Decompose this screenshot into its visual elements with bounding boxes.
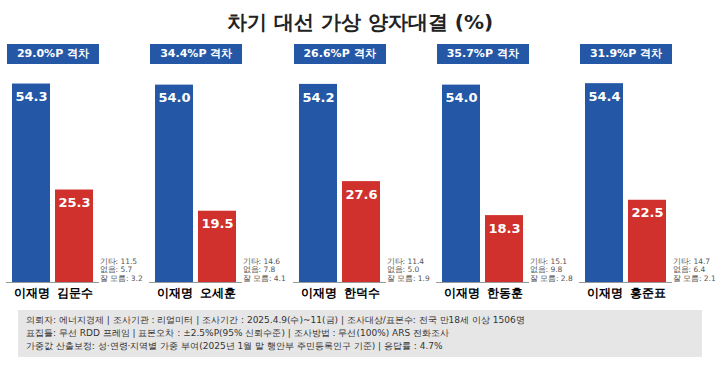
svg-text:김문수: 김문수: [57, 286, 93, 300]
html-text:가중값 산출보정: 성·연령·지역별 가중 부여(2025년: 가중값 산출보정: 성·연령·지역별 가중 부여(2025년 1월 말 행안부 …: [26, 341, 443, 351]
svg-text:19.5: 19.5: [202, 216, 234, 231]
svg-text:54.0: 54.0: [445, 90, 477, 105]
html-text:29.0%P 격차: 29.0%P 격차: [17, 47, 89, 60]
svg-text:54.2: 54.2: [302, 90, 334, 105]
html-text:차기 대선 가상 양자대결 (%): 차기 대선 가상 양자대결 (%): [226, 10, 494, 34]
svg-text:오세훈: 오세훈: [200, 286, 236, 300]
svg-text:54.3: 54.3: [15, 89, 47, 104]
svg-text:한동훈: 한동훈: [486, 286, 522, 300]
html-text:의뢰자: 에너지경제 | 조사기관 : 리얼미터 | 조사기: 의뢰자: 에너지경제 | 조사기관 : 리얼미터 | 조사기간 : 2025.4…: [26, 315, 525, 325]
svg-text:홍준표: 홍준표: [630, 286, 666, 300]
svg-text:이재명: 이재명: [157, 286, 193, 300]
html-text:35.7%P 격차: 35.7%P 격차: [446, 47, 519, 60]
svg-text:이재명: 이재명: [300, 286, 336, 300]
svg-text:27.6: 27.6: [345, 187, 377, 202]
svg-text:기타: 11.5없음: 5.7잘 모름: 3.2: 기타: 11.5없음: 5.7잘 모름: 3.2: [100, 257, 143, 283]
svg-text:이재명: 이재명: [14, 286, 50, 300]
svg-text:54.0: 54.0: [159, 90, 191, 105]
svg-text:22.5: 22.5: [631, 205, 663, 220]
svg-text:기타: 14.7없음: 6.4잘 모름: 2.1: 기타: 14.7없음: 6.4잘 모름: 2.1: [673, 257, 716, 283]
svg-text:이재명: 이재명: [443, 286, 479, 300]
svg-text:한덕수: 한덕수: [343, 286, 379, 300]
html-text:31.9%P 격차: 31.9%P 격차: [590, 47, 662, 60]
html-text:26.6%P 격차: 26.6%P 격차: [303, 47, 376, 60]
svg-text:기타: 11.4없음: 5.0잘 모름: 1.9: 기타: 11.4없음: 5.0잘 모름: 1.9: [386, 257, 429, 283]
svg-text:25.3: 25.3: [58, 195, 90, 210]
html-text:표집틀: 무선 RDD 프레임 | 표본오차 : ±2.5%: 표집틀: 무선 RDD 프레임 | 표본오차 : ±2.5%P(95% 신뢰수준…: [26, 328, 450, 338]
html-text:34.4%P 격차: 34.4%P 격차: [160, 47, 233, 60]
svg-text:기타: 14.6없음: 7.8잘 모름: 4.1: 기타: 14.6없음: 7.8잘 모름: 4.1: [243, 257, 286, 283]
svg-text:18.3: 18.3: [488, 221, 520, 236]
svg-text:54.4: 54.4: [588, 89, 620, 104]
svg-text:이재명: 이재명: [587, 286, 623, 300]
svg-text:기타: 15.1없음: 9.8잘 모름: 2.8: 기타: 15.1없음: 9.8잘 모름: 2.8: [529, 257, 572, 283]
